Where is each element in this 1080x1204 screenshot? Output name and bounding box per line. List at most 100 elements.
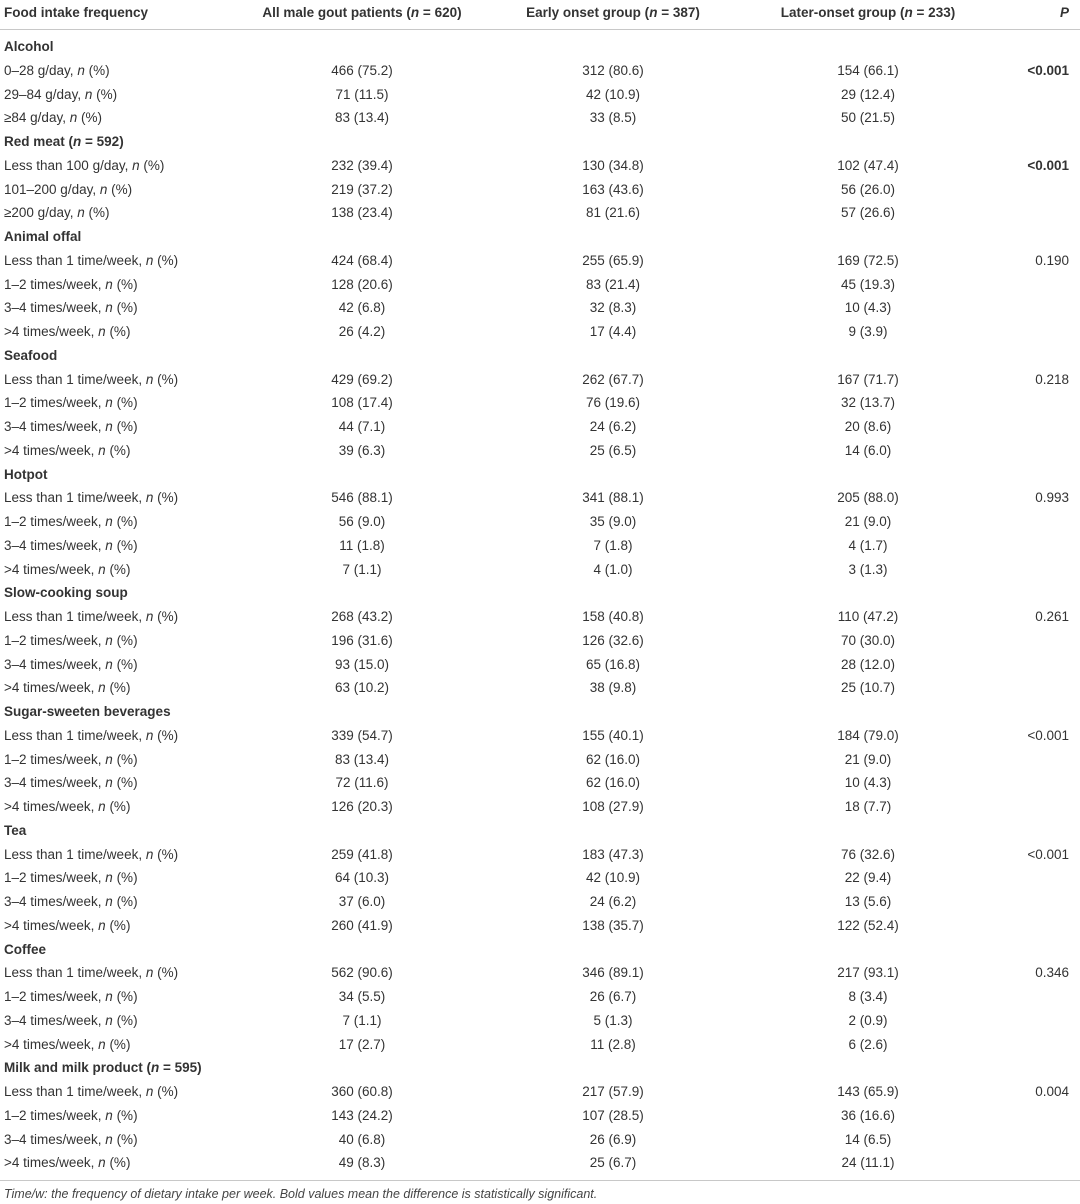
cell: 546 (88.1): [331, 490, 393, 506]
cell: 33 (8.5): [589, 110, 637, 126]
cell: 93 (15.0): [334, 656, 390, 672]
p-value: 0.218: [1035, 371, 1069, 387]
column-header: Later-onset group (n = 233): [780, 5, 956, 20]
row-label: 3–4 times/week, n (%): [4, 537, 138, 553]
cell: 102 (47.4): [837, 157, 899, 173]
row-label: Less than 1 time/week, n (%): [4, 609, 179, 624]
row-label: ≥200 g/day, n (%): [4, 205, 110, 221]
cell: 20 (8.6): [844, 419, 892, 434]
cell: 22 (9.4): [844, 870, 892, 886]
cell: 37 (6.0): [338, 894, 386, 909]
row-label: Less than 1 time/week, n (%): [4, 727, 179, 743]
cell: 11 (1.8): [339, 537, 385, 553]
row-label: >4 times/week, n (%): [4, 799, 131, 814]
p-value: <0.001: [1027, 157, 1069, 173]
cell: 108 (27.9): [582, 799, 644, 814]
cell: 7 (1.8): [593, 537, 633, 553]
cell: 107 (28.5): [582, 1107, 644, 1123]
cell: 38 (9.8): [589, 680, 637, 696]
row-label: 3–4 times/week, n (%): [4, 419, 138, 434]
p-value: 0.346: [1035, 965, 1069, 981]
cell: 21 (9.0): [844, 751, 892, 767]
cell: 83 (13.4): [334, 110, 390, 126]
row-label: 1–2 times/week, n (%): [4, 989, 138, 1004]
cell: 56 (9.0): [338, 514, 386, 529]
footnote: Time/w: the frequency of dietary intake …: [4, 1187, 598, 1201]
cell: 205 (88.0): [837, 490, 899, 506]
cell: 26 (6.7): [589, 989, 637, 1004]
row-label: Less than 1 time/week, n (%): [4, 965, 179, 981]
cell: 562 (90.6): [331, 965, 393, 981]
row-label: 3–4 times/week, n (%): [4, 656, 138, 672]
cell: 219 (37.2): [331, 181, 393, 197]
row-label: Less than 100 g/day, n (%): [4, 157, 165, 173]
p-value: <0.001: [1027, 62, 1069, 78]
cell: 56 (26.0): [840, 181, 896, 197]
cell: 42 (10.9): [585, 86, 641, 102]
cell: 21 (9.0): [844, 514, 892, 529]
row-label: 1–2 times/week, n (%): [4, 395, 138, 411]
cell: 122 (52.4): [837, 917, 899, 933]
row-label: 3–4 times/week, n (%): [4, 300, 138, 316]
cell: 17 (2.7): [338, 1036, 386, 1052]
cell: 34 (5.5): [338, 989, 386, 1004]
p-value: 0.190: [1035, 252, 1069, 268]
cell: 138 (35.7): [582, 917, 644, 933]
cell: 50 (21.5): [840, 110, 896, 126]
cell: 45 (19.3): [840, 276, 896, 292]
row-label: 1–2 times/week, n (%): [4, 632, 138, 648]
cell: 3 (1.3): [848, 561, 888, 577]
cell: 108 (17.4): [331, 395, 393, 411]
cell: 62 (16.0): [585, 775, 641, 791]
row-label: 1–2 times/week, n (%): [4, 1107, 138, 1123]
p-value: 0.993: [1035, 490, 1069, 506]
cell: 28 (12.0): [840, 656, 896, 672]
cell: 71 (11.5): [335, 86, 389, 102]
row-label: Less than 1 time/week, n (%): [4, 252, 179, 268]
cell: 42 (10.9): [585, 870, 641, 886]
cell: 29 (12.4): [840, 86, 896, 102]
row-label: Less than 1 time/week, n (%): [4, 846, 179, 862]
cell: 14 (6.5): [844, 1131, 892, 1147]
cell: 24 (11.1): [841, 1155, 895, 1171]
cell: 155 (40.1): [582, 727, 644, 743]
cell: 163 (43.6): [582, 181, 644, 197]
row-label: >4 times/week, n (%): [4, 917, 131, 933]
cell: 2 (0.9): [848, 1012, 888, 1028]
cell: 339 (54.7): [331, 727, 393, 743]
cell: 44 (7.1): [338, 419, 386, 434]
cell: 57 (26.6): [840, 205, 896, 221]
group-header: Animal offal: [4, 229, 82, 244]
cell: 217 (57.9): [582, 1084, 644, 1099]
cell: 32 (13.7): [840, 395, 896, 411]
p-value: 0.004: [1035, 1084, 1069, 1099]
cell: 26 (6.9): [589, 1131, 637, 1147]
cell: 25 (6.7): [589, 1155, 637, 1171]
group-header: Tea: [4, 822, 27, 838]
cell: 5 (1.3): [593, 1012, 633, 1028]
row-label: >4 times/week, n (%): [4, 561, 131, 577]
cell: 260 (41.9): [331, 917, 393, 933]
group-header: Alcohol: [4, 39, 54, 54]
cell: 7 (1.1): [342, 1012, 382, 1028]
cell: 7 (1.1): [342, 561, 382, 577]
row-label: ≥84 g/day, n (%): [4, 110, 102, 126]
group-header: Slow-cooking soup: [4, 585, 128, 601]
cell: 40 (6.8): [338, 1131, 386, 1147]
p-value: <0.001: [1027, 727, 1069, 743]
group-header: Seafood: [4, 347, 58, 363]
group-header: Milk and milk product (n = 595): [4, 1060, 202, 1076]
cell: 126 (32.6): [582, 632, 644, 648]
row-label: Less than 1 time/week, n (%): [4, 371, 179, 387]
group-header: Sugar-sweeten beverages: [4, 704, 171, 719]
cell: 128 (20.6): [331, 276, 393, 292]
cell: 232 (39.4): [331, 157, 393, 173]
cell: 4 (1.0): [593, 561, 633, 577]
cell: 262 (67.7): [582, 371, 644, 387]
cell: 64 (10.3): [334, 870, 390, 886]
row-label: Less than 1 time/week, n (%): [4, 490, 179, 506]
cell: 63 (10.2): [334, 680, 390, 696]
row-label: >4 times/week, n (%): [4, 324, 131, 339]
cell: 72 (11.6): [335, 775, 389, 791]
row-label: 3–4 times/week, n (%): [4, 775, 138, 791]
